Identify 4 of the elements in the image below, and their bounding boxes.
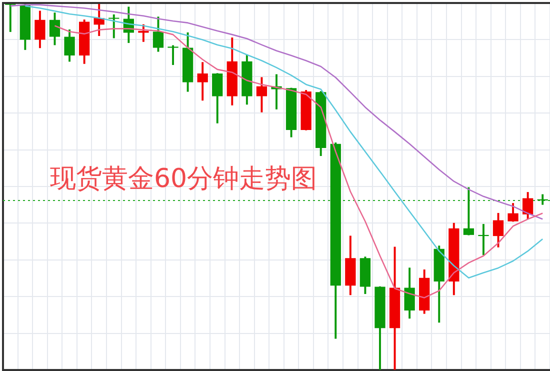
candlestick bbox=[168, 45, 178, 65]
candlestick bbox=[478, 224, 489, 256]
text: 现货黄金60分钟走势图 bbox=[50, 164, 318, 194]
candlestick bbox=[5, 3, 16, 32]
